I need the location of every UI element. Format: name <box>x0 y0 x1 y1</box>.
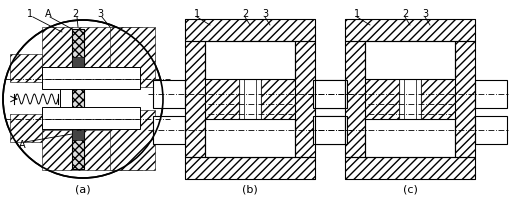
Bar <box>474 80 506 108</box>
Bar <box>185 19 315 41</box>
Bar <box>42 130 142 170</box>
Bar <box>344 41 364 157</box>
Bar <box>261 79 294 119</box>
Text: 1: 1 <box>193 9 200 19</box>
Text: (b): (b) <box>242 184 258 194</box>
Bar <box>364 79 398 119</box>
Bar <box>10 114 42 142</box>
Bar <box>398 41 420 157</box>
Bar <box>185 41 205 157</box>
Bar <box>72 130 84 140</box>
Text: 1: 1 <box>353 9 359 19</box>
Bar <box>153 116 185 144</box>
Bar <box>364 41 454 79</box>
Bar <box>110 110 155 170</box>
Bar <box>364 119 454 157</box>
Bar <box>110 27 155 87</box>
Ellipse shape <box>3 20 163 178</box>
Bar <box>344 19 474 41</box>
Bar <box>205 79 239 119</box>
Text: 3: 3 <box>97 9 103 19</box>
Bar <box>474 116 506 144</box>
Bar <box>313 116 344 144</box>
Text: (c): (c) <box>402 184 417 194</box>
Bar <box>72 29 84 169</box>
Text: 2: 2 <box>241 9 248 19</box>
Bar <box>454 41 474 157</box>
Bar <box>205 119 294 157</box>
Bar <box>344 41 364 157</box>
Text: 2: 2 <box>72 9 78 19</box>
Bar <box>10 54 42 82</box>
Bar <box>315 80 346 108</box>
Bar <box>315 116 346 144</box>
Text: A: A <box>45 9 51 19</box>
Bar <box>344 157 474 179</box>
Text: 1: 1 <box>27 9 33 19</box>
Bar <box>72 57 84 67</box>
Text: (a): (a) <box>75 184 91 194</box>
Text: 2: 2 <box>401 9 407 19</box>
Bar <box>185 19 315 41</box>
Bar <box>72 29 84 169</box>
Text: 3: 3 <box>421 9 427 19</box>
Bar <box>294 41 315 157</box>
Bar <box>60 69 72 129</box>
Bar <box>454 41 474 157</box>
Bar <box>185 41 205 157</box>
Bar <box>185 157 315 179</box>
Text: A: A <box>19 140 25 150</box>
Bar <box>42 27 142 67</box>
Bar <box>313 80 344 108</box>
Bar <box>294 41 315 157</box>
Bar <box>153 80 185 108</box>
Text: 3: 3 <box>262 9 268 19</box>
Bar <box>344 19 474 41</box>
Bar <box>239 41 261 157</box>
Bar <box>42 67 140 89</box>
Bar <box>42 107 140 129</box>
Bar <box>205 41 294 79</box>
Bar <box>185 157 315 179</box>
Bar <box>344 157 474 179</box>
Bar <box>420 79 454 119</box>
